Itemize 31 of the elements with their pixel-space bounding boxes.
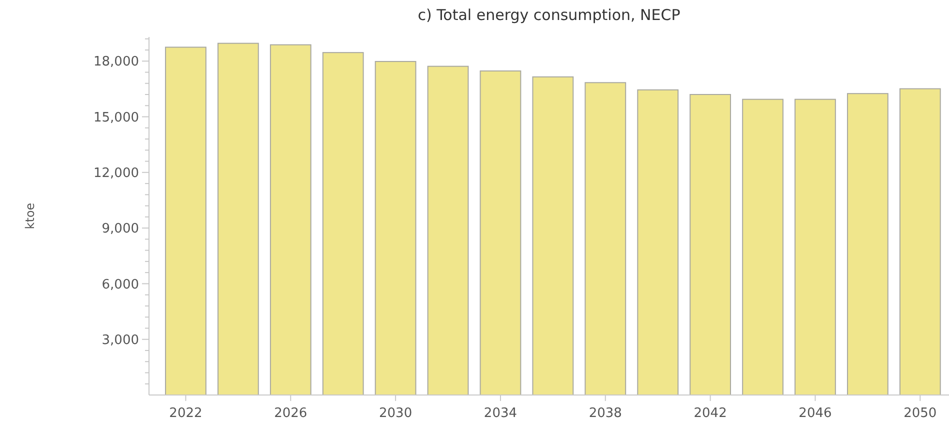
bar xyxy=(217,42,259,396)
bar xyxy=(374,60,416,396)
bar xyxy=(899,88,941,396)
bar xyxy=(165,46,206,396)
bar xyxy=(427,66,469,396)
bar xyxy=(742,98,784,396)
y-tick-label: 6,000 xyxy=(102,277,139,292)
x-tick-label: 2042 xyxy=(694,406,727,421)
x-tick-label: 2030 xyxy=(379,406,412,421)
y-tick-label: 12,000 xyxy=(94,166,139,181)
bar xyxy=(480,70,522,396)
x-tick-label: 2046 xyxy=(798,406,832,421)
bar xyxy=(270,44,312,396)
x-tick-label: 2050 xyxy=(904,406,937,421)
y-tick-label: 9,000 xyxy=(102,222,139,237)
bar xyxy=(846,93,888,396)
chart-title: c) Total energy consumption, NECP xyxy=(418,6,680,24)
y-tick-label: 3,000 xyxy=(102,332,139,348)
y-tick-label: 15,000 xyxy=(94,110,139,126)
x-tick-label: 2038 xyxy=(588,406,622,421)
x-tick-label: 2022 xyxy=(169,406,202,421)
y-axis-title: ktoe xyxy=(23,202,37,230)
y-tick-label: 18,000 xyxy=(94,54,139,70)
bar xyxy=(690,94,732,396)
bar xyxy=(322,52,364,396)
bar xyxy=(532,76,574,396)
bar xyxy=(794,98,836,396)
bar xyxy=(584,82,626,396)
x-tick-label: 2034 xyxy=(484,406,518,421)
x-tick-label: 2026 xyxy=(274,406,308,421)
bar xyxy=(637,89,679,396)
